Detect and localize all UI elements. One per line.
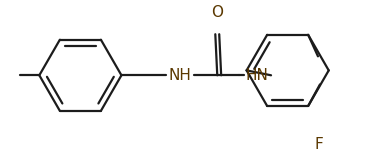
- Text: O: O: [211, 4, 223, 20]
- Text: F: F: [314, 137, 323, 152]
- Text: NH: NH: [169, 68, 192, 83]
- Text: HN: HN: [246, 68, 269, 83]
